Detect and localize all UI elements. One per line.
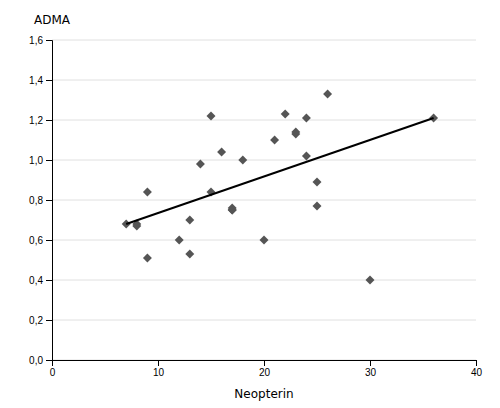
points (122, 90, 438, 285)
grid (52, 40, 476, 360)
y-axis: 0,0 0,2 0,4 0,6 0,8 1,0 1,2 1,4 1,6 (29, 35, 52, 366)
point (313, 202, 322, 211)
y-tick-mark (46, 80, 52, 81)
point (260, 236, 269, 245)
x-tick-mark (476, 360, 477, 366)
y-tick-mark (46, 320, 52, 321)
x-tick: 20 (259, 360, 271, 378)
grid-line (52, 120, 476, 121)
y-tick-label: 1,2 (29, 115, 43, 126)
point (238, 156, 247, 165)
x-tick-mark (264, 360, 265, 366)
point (175, 236, 184, 245)
y-tick-label: 0,4 (29, 275, 43, 286)
x-axis-title: Neopterin (234, 387, 293, 401)
grid-line (52, 160, 476, 161)
x-tick: 10 (153, 360, 165, 378)
y-tick: 1,2 (29, 115, 52, 126)
y-tick-label: 0,6 (29, 235, 43, 246)
point (196, 160, 205, 169)
point (291, 130, 300, 139)
x-tick-mark (158, 360, 159, 366)
y-tick-mark (46, 280, 52, 281)
point (143, 188, 152, 197)
y-axis-line (46, 41, 53, 361)
y-tick-label: 0,2 (29, 315, 43, 326)
grid-line (52, 280, 476, 281)
point (323, 90, 332, 99)
grid-line (52, 40, 476, 41)
x-tick-label: 30 (365, 367, 377, 378)
point (185, 216, 194, 225)
grid-line (52, 80, 476, 81)
point (143, 254, 152, 263)
grid-line (52, 200, 476, 201)
x-tick-label: 40 (471, 367, 483, 378)
point (302, 152, 311, 161)
grid-line (52, 320, 476, 321)
y-tick: 1,0 (29, 155, 52, 166)
y-tick-mark (46, 40, 52, 41)
plot: 0 10 20 30 40 0,0 0,2 0,4 0,6 0,8 1,0 1,2 1,4 1,6 (29, 35, 482, 378)
point (217, 148, 226, 157)
y-tick-label: 0,8 (29, 195, 43, 206)
y-tick-mark (46, 120, 52, 121)
y-tick-label: 1,4 (29, 75, 43, 86)
point (366, 276, 375, 285)
x-axis: 0 10 20 30 40 (50, 360, 483, 378)
point (313, 178, 322, 187)
y-tick-label: 0,0 (29, 355, 43, 366)
trendline (126, 118, 433, 224)
point (302, 114, 311, 123)
point (270, 136, 279, 145)
point (122, 220, 131, 229)
x-tick-mark (370, 360, 371, 366)
y-tick: 1,4 (29, 75, 52, 86)
point (281, 110, 290, 119)
y-tick-mark (46, 160, 52, 161)
y-tick: 0,8 (29, 195, 52, 206)
y-tick: 0,4 (29, 275, 52, 286)
y-tick: 0,0 (29, 355, 52, 366)
y-axis-title: ADMA (34, 13, 71, 27)
chart: 0 10 20 30 40 0,0 0,2 0,4 0,6 0,8 1,0 1,2 1,4 1,6 Neop… (0, 0, 500, 408)
x-tick: 40 (471, 360, 483, 378)
point (228, 204, 237, 213)
y-tick-label: 1,0 (29, 155, 43, 166)
point (132, 222, 141, 231)
y-tick-mark (46, 240, 52, 241)
point (207, 112, 216, 121)
point (185, 250, 194, 259)
y-tick-mark (46, 200, 52, 201)
x-tick-label: 20 (259, 367, 271, 378)
y-tick: 0,2 (29, 315, 52, 326)
y-tick: 0,6 (29, 235, 52, 246)
y-tick: 1,6 (29, 35, 52, 46)
x-tick: 30 (365, 360, 377, 378)
x-tick-label: 10 (153, 367, 165, 378)
x-tick: 0 (50, 360, 56, 378)
marks (122, 90, 438, 285)
x-tick-label: 0 (50, 367, 56, 378)
y-tick-mark (46, 360, 52, 361)
y-tick-label: 1,6 (29, 35, 43, 46)
x-axis-line (53, 361, 477, 367)
